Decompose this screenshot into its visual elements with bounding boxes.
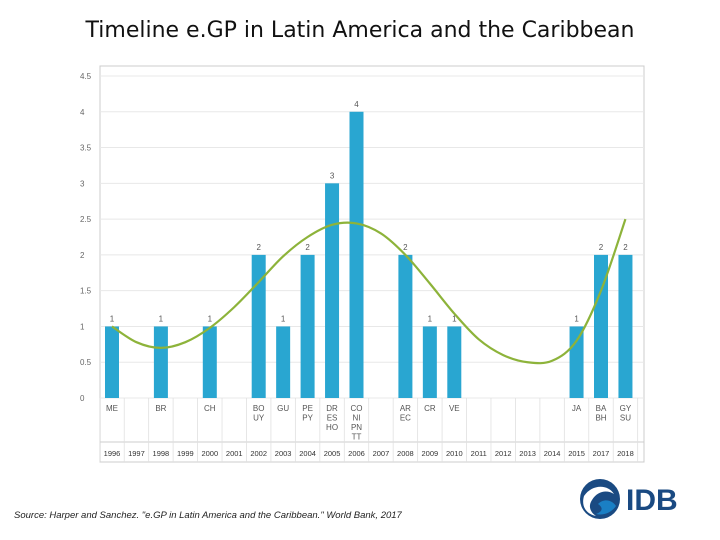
trend-line-group — [111, 218, 627, 365]
year-tick-label: 2006 — [348, 449, 365, 458]
bar — [325, 183, 340, 398]
year-tick-label: 1997 — [128, 449, 145, 458]
year-labels: 1996 1997 1998 1999 2000 2001 2002 2003 2004 2005… — [104, 449, 634, 458]
bar — [569, 326, 584, 398]
year-tick-label: 2004 — [299, 449, 316, 458]
country-label: EC — [400, 414, 411, 423]
country-label: BR — [155, 404, 166, 413]
country-label: PY — [302, 414, 313, 423]
year-tick-label: 2012 — [495, 449, 512, 458]
country-label: VE — [449, 404, 460, 413]
bar-value-label: 1 — [110, 314, 115, 323]
chart-title: Timeline e.GP in Latin America and the C… — [85, 18, 635, 43]
country-label: BO — [253, 404, 265, 413]
bar-value-label: 1 — [159, 314, 164, 323]
y-tick-label: 1 — [80, 322, 85, 331]
country-label: CR — [424, 404, 436, 413]
year-tick-label: 2008 — [397, 449, 414, 458]
year-tick-label: 2017 — [593, 449, 610, 458]
year-tick-label: 1999 — [177, 449, 194, 458]
y-tick-label: 1.5 — [80, 287, 92, 296]
y-tick-label: 4.5 — [80, 72, 92, 81]
bar — [153, 326, 168, 398]
country-label: HO — [326, 423, 338, 432]
year-tick-label: 2007 — [373, 449, 390, 458]
bar — [398, 254, 413, 398]
year-tick-label: 2010 — [446, 449, 463, 458]
country-label: PN — [351, 423, 362, 432]
country-label: CO — [351, 404, 363, 413]
country-label: ES — [327, 414, 338, 423]
bar-value-label: 3 — [330, 171, 335, 180]
bar — [105, 326, 119, 398]
bar — [422, 326, 437, 398]
year-tick-label: 2018 — [617, 449, 634, 458]
y-tick-label: 2 — [80, 251, 85, 260]
value-labels: 1 1 1 2 1 2 3 4 2 1 1 1 2 2 — [110, 100, 628, 324]
country-label: CH — [204, 404, 216, 413]
country-label: BH — [595, 414, 606, 423]
bar — [349, 111, 364, 399]
country-label: PE — [302, 404, 313, 413]
year-tick-label: 2000 — [201, 449, 218, 458]
bar-value-label: 2 — [305, 243, 310, 252]
year-tick-label: 2005 — [324, 449, 341, 458]
idb-logo-text: IDB — [626, 484, 678, 517]
country-label: BA — [596, 404, 607, 413]
year-tick-label: 2009 — [422, 449, 439, 458]
bar-value-label: 1 — [452, 314, 457, 323]
y-tick-label: 4 — [80, 108, 85, 117]
bar-value-label: 4 — [354, 100, 359, 109]
country-label: UY — [253, 414, 265, 423]
year-tick-label: 2001 — [226, 449, 243, 458]
year-tick-label: 1996 — [104, 449, 121, 458]
bar — [300, 254, 315, 398]
year-tick-label: 1998 — [153, 449, 170, 458]
y-tick-label: 3.5 — [80, 144, 92, 153]
bar-value-label: 2 — [599, 243, 604, 252]
y-tick-label: 2.5 — [80, 215, 92, 224]
bar-value-label: 2 — [256, 243, 261, 252]
year-tick-label: 2013 — [519, 449, 536, 458]
year-tick-label: 2011 — [471, 449, 487, 458]
bar-value-label: 2 — [623, 243, 628, 252]
category-table — [99, 398, 644, 462]
bar-value-label: 1 — [208, 314, 213, 323]
year-tick-label: 2014 — [544, 449, 561, 458]
bar-value-label: 1 — [428, 314, 433, 323]
grid-lines — [100, 75, 644, 399]
bar — [276, 326, 291, 398]
trend-line — [111, 218, 627, 365]
country-label: GY — [620, 404, 632, 413]
bar-value-label: 1 — [281, 314, 286, 323]
country-label: JA — [572, 404, 582, 413]
bar — [251, 254, 266, 398]
country-label: AR — [400, 404, 411, 413]
bars — [105, 111, 633, 399]
bar — [618, 254, 633, 398]
idb-logo: IDB — [580, 479, 678, 519]
y-tick-label: 3 — [80, 179, 85, 188]
year-tick-label: 2002 — [250, 449, 267, 458]
y-tick-label: 0.5 — [80, 358, 92, 367]
plot-frame — [99, 65, 645, 463]
source-note: Source: Harper and Sanchez. "e.GP in Lat… — [14, 510, 402, 521]
country-label: DR — [326, 404, 338, 413]
bar-value-label: 2 — [403, 243, 408, 252]
bar-value-label: 1 — [574, 314, 579, 323]
country-label: SU — [620, 414, 631, 423]
country-label: ME — [106, 404, 118, 413]
country-label: GU — [277, 404, 289, 413]
bar — [447, 326, 462, 398]
bar — [202, 326, 217, 398]
year-tick-label: 2003 — [275, 449, 292, 458]
country-label: NI — [353, 414, 361, 423]
y-axis-ticks: 0 0.5 1 1.5 2 2.5 3 3.5 4 4.5 — [80, 72, 92, 403]
y-tick-label: 0 — [80, 394, 85, 403]
bar — [594, 254, 608, 398]
country-label: TT — [352, 433, 362, 442]
year-tick-label: 2015 — [568, 449, 585, 458]
